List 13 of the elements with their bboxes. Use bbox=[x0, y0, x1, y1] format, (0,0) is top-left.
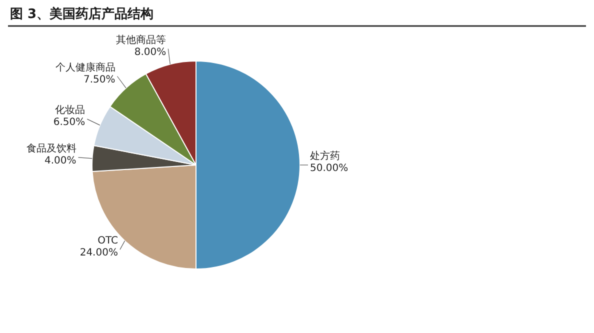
slice-label: 个人健康商品 bbox=[55, 61, 116, 74]
data-label: 8.00% bbox=[134, 46, 166, 58]
data-label: 6.50% bbox=[53, 117, 86, 128]
chart-title: 图 3、美国药店产品结构 bbox=[10, 6, 154, 22]
data-label: 4.00% bbox=[44, 155, 76, 166]
data-label: 7.50% bbox=[83, 74, 116, 86]
slice-label: 处方药 bbox=[310, 150, 340, 162]
slice-label: 化妆品 bbox=[55, 104, 86, 116]
slice-label: 食品及饮料 bbox=[26, 142, 76, 154]
slice-label: OTC bbox=[98, 236, 118, 247]
slice-label: 其他商品等 bbox=[116, 34, 166, 46]
data-label: 24.00% bbox=[80, 248, 118, 259]
data-label: 50.00% bbox=[310, 163, 348, 174]
